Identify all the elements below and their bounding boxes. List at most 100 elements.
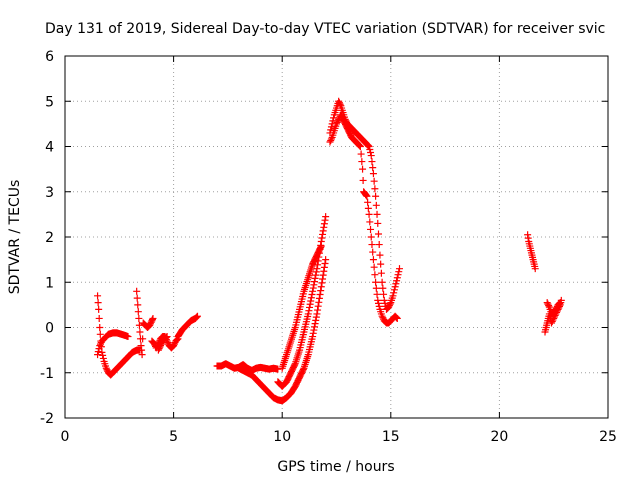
data-point [385, 303, 393, 311]
data-point [155, 345, 163, 353]
data-point [102, 364, 110, 372]
data-point [314, 306, 322, 314]
data-point [335, 97, 343, 105]
data-point [317, 287, 325, 295]
data-point [371, 271, 379, 279]
data-point [310, 323, 318, 331]
data-point [391, 283, 399, 291]
data-point [134, 308, 142, 316]
series-track-l-decline [326, 111, 401, 327]
data-point [138, 351, 146, 359]
data-point [157, 340, 165, 348]
data-point [314, 261, 322, 269]
data-point [364, 142, 372, 150]
data-point [96, 340, 104, 348]
data-point [321, 260, 329, 268]
data-point [378, 278, 386, 286]
data-point [356, 142, 364, 150]
y-tick-label: 2 [45, 230, 54, 246]
y-axis-label: SDTVAR / TECUs [7, 180, 23, 295]
data-point [172, 336, 180, 344]
data-point [305, 307, 313, 315]
data-point [103, 366, 111, 374]
data-point [327, 123, 335, 131]
data-point [380, 290, 388, 298]
data-point [544, 300, 552, 308]
x-tick-label: 15 [382, 429, 400, 445]
data-point [313, 265, 321, 273]
data-point [367, 152, 375, 160]
data-point [316, 291, 324, 299]
data-point [395, 268, 403, 276]
data-point [389, 292, 397, 300]
data-point [370, 263, 378, 271]
x-tick-label: 20 [490, 429, 508, 445]
data-point [146, 320, 154, 328]
data-point [99, 351, 107, 359]
data-point [193, 312, 201, 320]
data-point [367, 233, 375, 241]
data-point [94, 299, 102, 307]
series-track-c-morning [133, 287, 157, 359]
y-tick-label: 0 [45, 321, 54, 337]
data-point [363, 192, 371, 200]
data-point [136, 328, 144, 336]
data-point [374, 230, 382, 238]
data-point [385, 302, 393, 310]
data-point [170, 342, 178, 350]
data-point [368, 241, 376, 249]
data-point [377, 269, 385, 277]
data-point [395, 265, 403, 273]
data-point [306, 303, 314, 311]
data-point [326, 138, 334, 146]
data-point [306, 300, 314, 308]
data-point [370, 177, 378, 185]
series-track-b-early-morning [94, 329, 132, 359]
series-track-e-morning [154, 333, 171, 354]
data-point [99, 354, 107, 362]
data-point [314, 302, 322, 310]
data-point [390, 289, 398, 297]
data-point [96, 342, 104, 350]
data-point [376, 251, 384, 259]
data-point [362, 191, 370, 199]
data-point [379, 314, 387, 322]
data-point [162, 334, 170, 342]
series-track-k-peak [326, 97, 403, 313]
data-point [367, 149, 375, 157]
y-tick-label: 6 [45, 49, 54, 65]
data-point [135, 314, 143, 322]
data-point [365, 210, 373, 218]
data-point [307, 294, 315, 302]
data-point [313, 310, 321, 318]
data-point [312, 268, 320, 276]
data-point [322, 256, 330, 264]
data-point [154, 346, 162, 354]
data-point [550, 314, 558, 322]
series-track-o-evening [543, 299, 564, 318]
data-point [366, 218, 374, 226]
data-point [372, 192, 380, 200]
data-point [394, 271, 402, 279]
data-point [311, 320, 319, 328]
data-point [365, 143, 373, 150]
data-point [308, 291, 316, 299]
data-point [531, 265, 539, 273]
data-point [359, 165, 367, 173]
data-point [377, 260, 385, 268]
data-point [356, 143, 364, 150]
data-point [157, 342, 165, 350]
data-point [320, 220, 328, 228]
data-point [96, 324, 104, 331]
y-tick-label: 3 [45, 185, 54, 201]
data-point [369, 170, 377, 178]
data-point [548, 317, 556, 325]
data-point [375, 302, 383, 310]
data-point [364, 141, 372, 149]
data-point [364, 204, 372, 212]
data-point [317, 242, 325, 250]
data-point [549, 316, 557, 324]
data-point [548, 319, 556, 327]
data-point [309, 284, 317, 292]
